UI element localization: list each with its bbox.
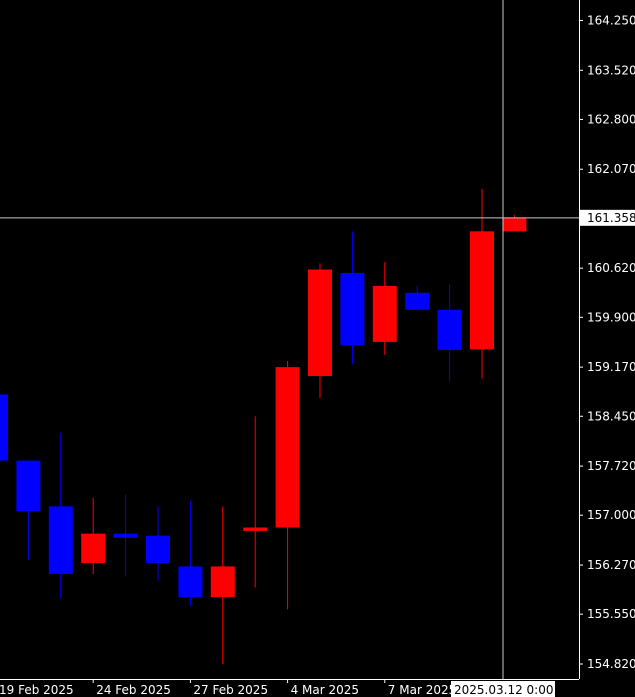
candle-body [502,217,527,232]
price-tick-label: 162.800 [587,112,635,126]
price-tick-label: 157.000 [587,508,635,522]
crosshair-time-label-text: 2025.03.12 0:00 [454,683,553,697]
crosshair-time-label: 2025.03.12 0:00 [451,681,555,697]
time-tick-label: 19 Feb 2025 [0,683,74,697]
candle[interactable] [372,262,397,355]
crosshair-time-label-bg [451,681,555,697]
candle[interactable] [113,494,138,577]
price-tick-label: 159.170 [587,360,635,374]
candle[interactable] [48,432,73,599]
price-tick-label: 156.270 [587,558,635,572]
candle[interactable] [146,506,170,581]
candles-layer [0,189,527,664]
time-tick-label: 24 Feb 2025 [96,683,171,697]
candle-body [16,460,41,512]
crosshair [0,0,579,679]
price-tick-label: 157.720 [587,459,635,473]
time-axis-ticks[interactable]: 19 Feb 2025 24 Feb 2025 27 Feb 2025 4 Mar 2… [0,679,456,697]
price-tick-label: 162.070 [587,162,635,176]
price-tick-label: 154.820 [587,657,635,671]
price-tick-label: 155.550 [587,607,635,621]
candle-body [146,535,170,563]
candle-body [275,367,300,528]
candle-body [0,394,8,461]
candle[interactable] [16,460,41,561]
candle-body [308,269,332,377]
candle[interactable] [405,285,430,310]
crosshair-price-label-bg [580,209,635,226]
candle-body [470,231,494,350]
axes-layer [0,0,580,680]
candle-body [340,272,365,346]
candle-body [437,309,462,351]
candle[interactable] [340,231,365,365]
price-tick-label: 158.450 [587,409,635,423]
candle[interactable] [470,189,494,379]
time-tick-label: 4 Mar 2025 [291,683,359,697]
time-tick-label: 27 Feb 2025 [193,683,268,697]
time-tick-label: 7 Mar 2025 [388,683,456,697]
candle[interactable] [0,394,8,461]
price-tick-label: 164.250 [587,13,635,27]
candle-body [210,566,235,598]
candle-body [243,527,268,531]
candle-body [48,506,73,574]
candle[interactable] [308,263,332,398]
candle[interactable] [81,498,106,574]
candle[interactable] [437,283,462,382]
candle-body [178,566,203,598]
price-tick-label: 160.620 [587,261,635,275]
candle-body [81,533,106,563]
price-tick-label: 163.520 [587,63,635,77]
price-axis-ticks[interactable]: 164.250163.520162.800162.070161.350160.6… [579,13,635,671]
candle[interactable] [243,416,268,588]
candle[interactable] [178,500,203,606]
crosshair-price-label: 161.358 [580,209,635,226]
candle-body [405,292,430,310]
crosshair-price-label-text: 161.358 [587,211,635,225]
candle[interactable] [275,360,300,610]
candle-body [372,285,397,342]
price-tick-label: 159.900 [587,310,635,324]
candle-body [113,533,138,538]
candle[interactable] [210,506,235,664]
